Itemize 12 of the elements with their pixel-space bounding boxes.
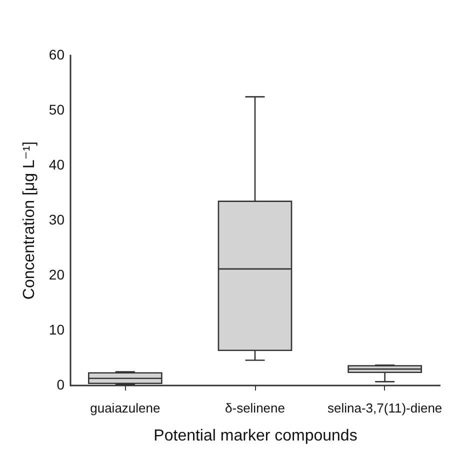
y-tick-label: 50 (48, 102, 65, 118)
x-tick-label: guaiazulene (90, 400, 160, 416)
y-tick-label: 0 (56, 376, 65, 392)
y-tick-label: 60 (48, 46, 65, 62)
x-tick-label: δ-selinene (225, 400, 285, 416)
y-axis-title: Concentration [μg L⁻¹] (20, 141, 38, 300)
y-tick-label: 40 (48, 156, 65, 172)
y-tick-label: 30 (48, 212, 65, 228)
x-axis-title: Potential marker compounds (154, 428, 358, 444)
y-tick-label: 20 (48, 266, 65, 282)
y-tick-label: 10 (48, 322, 65, 338)
x-tick-label: selina-3,7(11)-diene (327, 400, 442, 416)
